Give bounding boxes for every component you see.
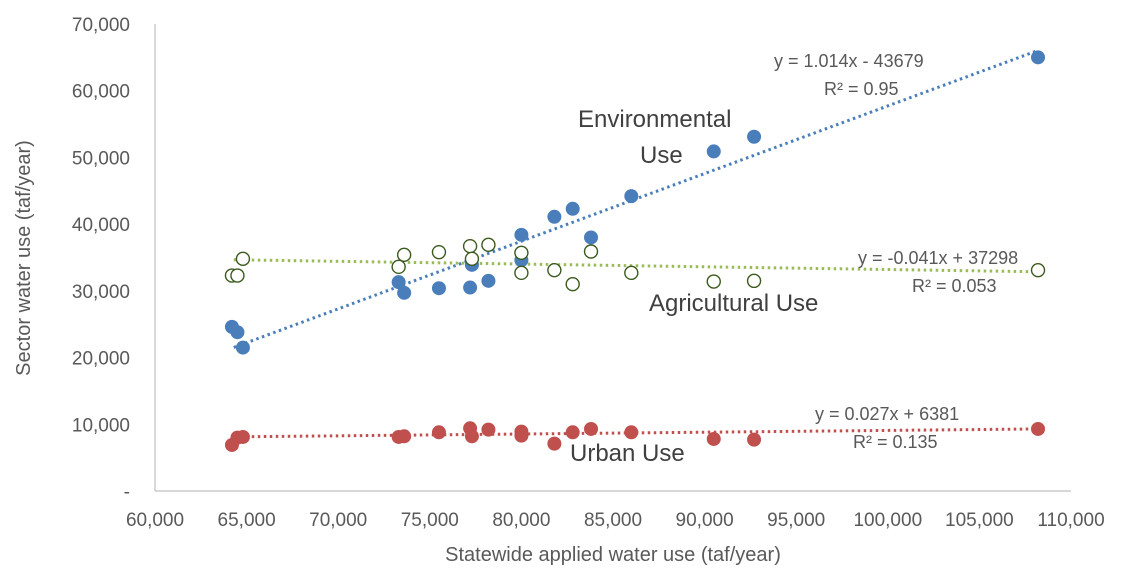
y-tick-label: 40,000 — [72, 215, 130, 236]
x-tick-label: 110,000 — [1037, 510, 1104, 531]
series-label-urban: Urban Use — [570, 440, 685, 467]
y-tick-label: 10,000 — [72, 415, 130, 436]
data-point-environmental — [584, 230, 599, 245]
data-point-environmental — [624, 189, 639, 204]
data-point-agricultural — [583, 244, 599, 259]
data-point-agricultural — [514, 245, 529, 261]
data-point-urban — [624, 425, 639, 440]
trendline-environmental — [233, 49, 1039, 349]
x-tick-label: 60,000 — [126, 510, 184, 531]
x-tick-label: 70,000 — [309, 510, 367, 531]
trendline-agricultural — [233, 258, 1039, 274]
trend-equation-urban: y = 0.027x + 6381 — [815, 404, 959, 424]
data-point-urban — [431, 425, 446, 440]
data-point-agricultural — [391, 259, 406, 275]
trend-r2-agricultural: R² = 0.053 — [912, 276, 997, 296]
data-point-environmental — [1031, 50, 1046, 65]
x-tick-label: 80,000 — [492, 510, 550, 531]
data-point-agricultural — [746, 273, 762, 289]
x-tick-label: 75,000 — [401, 510, 459, 531]
data-point-urban — [1031, 421, 1046, 436]
series-label-environmental-line1: Environmental — [578, 106, 731, 133]
data-point-environmental — [463, 280, 478, 295]
trend-equation-environmental: y = 1.014x - 43679 — [774, 51, 924, 71]
data-point-agricultural — [624, 265, 639, 281]
data-point-agricultural — [547, 262, 562, 278]
y-tick-label: 70,000 — [72, 15, 130, 36]
data-point-urban — [514, 428, 529, 443]
data-point-agricultural — [481, 237, 496, 253]
trend-equation-agricultural: y = -0.041x + 37298 — [858, 248, 1018, 268]
x-axis-title: Statewide applied water use (taf/year) — [445, 544, 781, 566]
data-point-urban — [706, 431, 721, 446]
x-tick-label: 105,000 — [945, 510, 1014, 531]
x-tick-label: 90,000 — [676, 510, 734, 531]
series-label-agricultural: Agricultural Use — [649, 290, 818, 317]
trend-r2-environmental: R² = 0.95 — [824, 79, 899, 99]
data-point-environmental — [747, 129, 762, 144]
data-point-urban — [547, 436, 562, 451]
x-tick-labels: 60,000 65,000 70,000 75,000 80,000 85,000 90,0… — [126, 510, 1105, 531]
y-tick-label: 50,000 — [72, 148, 130, 169]
data-point-environmental — [235, 340, 250, 355]
y-tick-labels: - 10,000 20,000 30,000 40,000 50,000 60,000 70,… — [72, 15, 130, 503]
data-point-environmental — [706, 144, 721, 159]
y-axis-title: Sector water use (taf/year) — [13, 140, 35, 376]
data-point-urban — [235, 429, 250, 444]
data-point-agricultural — [464, 251, 480, 267]
data-point-agricultural — [431, 244, 447, 260]
series-label-environmental-line2: Use — [640, 142, 683, 169]
data-point-agricultural — [230, 268, 245, 283]
data-point-urban — [464, 429, 479, 444]
trend-r2-urban: R² = 0.135 — [853, 432, 938, 452]
data-point-environmental — [481, 273, 496, 288]
y-tick-label: 20,000 — [72, 349, 130, 370]
data-point-agricultural — [1030, 262, 1046, 278]
data-point-agricultural — [565, 276, 580, 292]
data-point-environmental — [547, 209, 562, 224]
data-point-environmental — [565, 201, 580, 216]
x-tick-label: 100,000 — [853, 510, 922, 531]
x-tick-label: 85,000 — [584, 510, 642, 531]
data-point-agricultural — [396, 247, 412, 263]
data-point-urban — [397, 429, 412, 444]
x-tick-label: 65,000 — [218, 510, 276, 531]
y-tick-label: 30,000 — [72, 282, 130, 303]
data-point-agricultural — [514, 265, 529, 281]
data-point-environmental — [431, 281, 446, 296]
data-point-agricultural — [235, 251, 251, 267]
y-tick-label: - — [124, 482, 130, 503]
data-point-agricultural — [462, 238, 478, 254]
data-point-environmental — [230, 325, 245, 340]
data-point-urban — [747, 432, 762, 447]
data-point-environmental — [514, 227, 529, 242]
data-points — [224, 50, 1046, 452]
y-tick-label: 60,000 — [72, 82, 130, 103]
x-tick-label: 95,000 — [767, 510, 825, 531]
data-point-urban — [584, 421, 599, 436]
data-point-urban — [481, 422, 496, 437]
data-point-urban — [565, 425, 580, 440]
data-point-agricultural — [706, 274, 721, 289]
data-point-environmental — [397, 285, 412, 300]
